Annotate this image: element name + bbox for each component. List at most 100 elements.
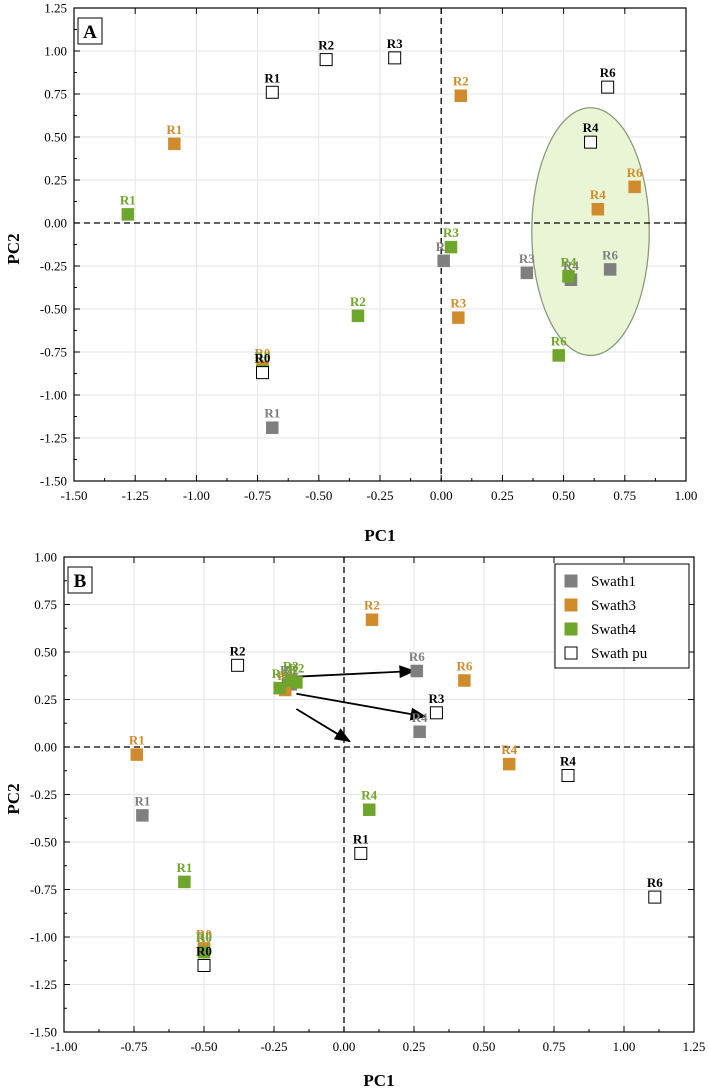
point-swath3	[591, 202, 605, 216]
point-swath3	[458, 674, 471, 687]
point-label: R2	[288, 660, 304, 675]
legend-label: Swath1	[591, 574, 636, 590]
panel-label: A	[83, 22, 97, 43]
point-swath3	[365, 613, 379, 626]
point-swath4	[444, 240, 458, 254]
point-label: R3	[280, 662, 296, 677]
axis-ticks: -1.50 -1.25 -1.00 -0.75 -0.50 -0.25 0.00 0.25 0.…	[40, 1, 697, 504]
point-open	[197, 959, 211, 972]
point-swath3	[168, 137, 181, 151]
x-tick-label: -1.00	[50, 1039, 77, 1054]
point-label: R1	[264, 406, 280, 421]
point-label: R1	[353, 831, 369, 846]
point-swath4	[121, 208, 135, 221]
point-swath3	[502, 757, 516, 771]
point-label: R1	[134, 793, 150, 808]
y-tick-label: -1.50	[40, 474, 67, 489]
point-label: R6	[409, 649, 425, 664]
y-axis-label: PC2	[4, 233, 23, 264]
point-swath1	[603, 263, 617, 276]
y-tick-label: -0.50	[40, 302, 67, 317]
point-open	[648, 890, 662, 904]
point-label: R0	[255, 351, 271, 366]
y-tick-label: -1.25	[30, 977, 57, 992]
y-tick-label: 0.50	[44, 130, 67, 145]
series-swath4: R1 R2 R3 R4 R6 R0	[120, 192, 577, 378]
y-tick-label: 0.25	[34, 692, 57, 707]
y-tick-label: -1.00	[40, 388, 67, 403]
point-label: R3	[428, 691, 444, 706]
panel-b: -1.00 -0.75 -0.50 -0.25 0.00 0.25 0.50 0.75 1.00…	[4, 550, 705, 1091]
x-tick-label: 0.25	[403, 1039, 426, 1054]
x-tick-label: 1.25	[683, 1039, 706, 1054]
y-tick-label: 0.00	[34, 740, 57, 755]
point-swath3	[454, 89, 468, 102]
point-label: R6	[602, 247, 618, 262]
point-swath1	[520, 266, 534, 280]
axis-ticks: -1.00 -0.75 -0.50 -0.25 0.00 0.25 0.50 0.75 1.00…	[30, 550, 705, 1055]
point-swath1	[437, 254, 450, 268]
point-swath4	[273, 681, 286, 695]
point-label: R2	[364, 598, 380, 613]
point-label: R4	[501, 742, 517, 757]
y-tick-label: 1.00	[44, 44, 67, 59]
point-label: R0	[196, 944, 212, 959]
x-tick-label: 0.75	[543, 1039, 566, 1054]
y-tick-label: 1.25	[44, 1, 67, 16]
point-open	[265, 85, 279, 99]
y-tick-label: 0.75	[44, 87, 67, 102]
point-label: R6	[627, 165, 643, 180]
point-label: R6	[272, 666, 288, 681]
point-swath4	[351, 309, 365, 323]
point-label: R4	[561, 254, 577, 269]
point-label: R0	[255, 349, 271, 364]
y-tick-label: 1.00	[34, 550, 57, 565]
point-label: R4	[412, 710, 428, 725]
cluster-ellipse	[531, 107, 650, 357]
x-tick-label: -0.75	[244, 488, 271, 503]
x-tick-label: 0.50	[473, 1039, 496, 1054]
panel-label-box	[77, 17, 103, 45]
x-tick-label: 0.50	[552, 488, 575, 503]
x-tick-label: -0.50	[305, 488, 332, 503]
point-label: R6	[647, 875, 663, 890]
point-swath4	[562, 270, 575, 283]
point-label: R2	[283, 662, 299, 677]
point-label: R3	[443, 225, 459, 240]
point-swath1	[266, 421, 279, 434]
x-tick-label: -0.50	[190, 1039, 217, 1054]
panel-label: B	[74, 571, 87, 592]
point-label: R6	[600, 65, 616, 80]
point-label: R1	[176, 860, 192, 875]
panel-label-box	[67, 566, 93, 594]
y-tick-label: -0.50	[30, 835, 57, 850]
y-tick-label: -1.25	[40, 431, 67, 446]
point-label: R4	[361, 788, 377, 803]
legend-swatch-swath4	[564, 622, 578, 636]
trend-arrow	[296, 692, 427, 721]
point-open	[561, 769, 575, 782]
y-tick-label: -1.00	[30, 930, 57, 945]
point-open	[601, 80, 615, 94]
point-label: R6	[551, 333, 567, 348]
point-label: R3	[519, 251, 535, 266]
point-open	[584, 135, 598, 149]
point-swath4	[362, 803, 376, 816]
x-tick-label: -1.25	[122, 488, 149, 503]
legend-swatch-swath1	[564, 574, 578, 588]
point-swath3	[452, 311, 465, 324]
y-tick-label: 0.25	[44, 173, 67, 188]
point-label: R2	[350, 294, 366, 309]
x-axis-label: PC1	[363, 1071, 394, 1090]
y-tick-label: 0.00	[44, 216, 67, 231]
point-swath4	[178, 875, 191, 889]
x-tick-label: 0.00	[430, 488, 453, 503]
x-tick-label: -0.25	[260, 1039, 287, 1054]
x-tick-label: 0.75	[613, 488, 636, 503]
point-label: R2	[230, 643, 246, 658]
y-tick-label: -0.75	[30, 882, 57, 897]
point-open	[429, 706, 443, 720]
